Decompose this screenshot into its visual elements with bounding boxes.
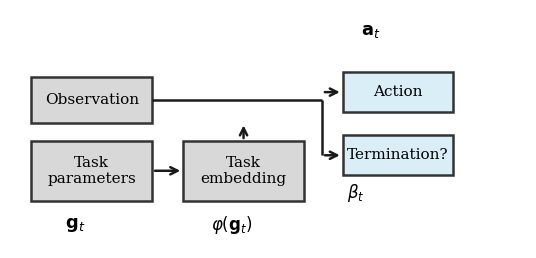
FancyBboxPatch shape bbox=[343, 135, 453, 175]
Text: $\mathbf{a}_t$: $\mathbf{a}_t$ bbox=[361, 22, 381, 40]
Text: $\varphi(\mathbf{g}_t)$: $\varphi(\mathbf{g}_t)$ bbox=[211, 214, 253, 236]
FancyBboxPatch shape bbox=[31, 77, 152, 123]
Text: Action: Action bbox=[373, 85, 423, 99]
Text: $\beta_t$: $\beta_t$ bbox=[347, 182, 364, 204]
FancyBboxPatch shape bbox=[343, 72, 453, 112]
Text: Task
parameters: Task parameters bbox=[47, 156, 136, 186]
FancyBboxPatch shape bbox=[183, 141, 304, 201]
Text: Termination?: Termination? bbox=[347, 148, 449, 162]
Text: $\mathbf{g}_t$: $\mathbf{g}_t$ bbox=[65, 216, 85, 234]
FancyBboxPatch shape bbox=[31, 141, 152, 201]
Text: Task
embedding: Task embedding bbox=[200, 156, 287, 186]
Text: Observation: Observation bbox=[44, 93, 139, 107]
